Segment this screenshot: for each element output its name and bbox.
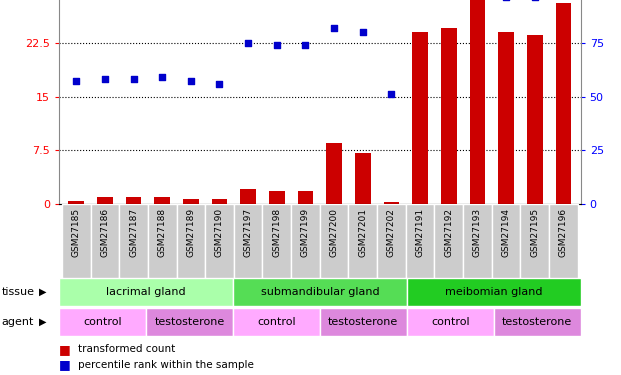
Text: GSM27194: GSM27194: [502, 208, 510, 257]
Bar: [549, 204, 578, 278]
Bar: [320, 204, 348, 278]
Text: GSM27202: GSM27202: [387, 208, 396, 257]
Bar: [435, 204, 463, 278]
Text: GSM27193: GSM27193: [473, 208, 482, 257]
Bar: [494, 308, 581, 336]
Bar: [492, 204, 520, 278]
Bar: [119, 204, 148, 278]
Point: [129, 76, 138, 82]
Text: testosterone: testosterone: [328, 316, 399, 327]
Text: ■: ■: [59, 358, 71, 371]
Bar: [297, 191, 314, 204]
Text: ▶: ▶: [39, 316, 46, 327]
Bar: [556, 3, 571, 204]
Bar: [326, 143, 342, 204]
Bar: [233, 308, 320, 336]
Point: [100, 76, 110, 82]
Bar: [59, 278, 233, 306]
Text: GSM27188: GSM27188: [158, 208, 166, 257]
Text: agent: agent: [2, 316, 34, 327]
Text: GSM27197: GSM27197: [243, 208, 253, 257]
Text: GSM27189: GSM27189: [186, 208, 196, 257]
Point: [329, 25, 339, 31]
Point: [214, 81, 224, 87]
Bar: [527, 36, 543, 204]
Text: GSM27196: GSM27196: [559, 208, 568, 257]
Bar: [234, 204, 263, 278]
Point: [301, 42, 310, 48]
Point: [243, 40, 253, 46]
Bar: [407, 308, 494, 336]
Bar: [176, 204, 205, 278]
Bar: [154, 197, 170, 204]
Text: ■: ■: [59, 343, 71, 356]
Bar: [59, 308, 146, 336]
Text: meibomian gland: meibomian gland: [445, 286, 543, 297]
Bar: [441, 28, 456, 204]
Text: ▶: ▶: [39, 286, 46, 297]
Bar: [406, 204, 435, 278]
Text: GSM27198: GSM27198: [273, 208, 281, 257]
Bar: [233, 278, 407, 306]
Bar: [212, 199, 227, 204]
Bar: [291, 204, 320, 278]
Point: [386, 92, 396, 98]
Text: GSM27201: GSM27201: [358, 208, 367, 257]
Text: GSM27192: GSM27192: [444, 208, 453, 257]
Point: [186, 78, 196, 84]
Bar: [68, 201, 84, 204]
Bar: [412, 32, 428, 204]
Text: transformed count: transformed count: [78, 344, 175, 354]
Bar: [125, 197, 142, 204]
Bar: [469, 0, 486, 204]
Text: GSM27190: GSM27190: [215, 208, 224, 257]
Text: GSM27199: GSM27199: [301, 208, 310, 257]
Text: GSM27195: GSM27195: [530, 208, 539, 257]
Bar: [263, 204, 291, 278]
Text: GSM27187: GSM27187: [129, 208, 138, 257]
Text: GSM27191: GSM27191: [415, 208, 425, 257]
Bar: [62, 204, 91, 278]
Text: percentile rank within the sample: percentile rank within the sample: [78, 360, 253, 369]
Bar: [407, 278, 581, 306]
Bar: [348, 204, 377, 278]
Bar: [183, 199, 199, 204]
Bar: [463, 204, 492, 278]
Bar: [384, 201, 399, 204]
Text: GSM27200: GSM27200: [330, 208, 338, 257]
Text: tissue: tissue: [2, 286, 35, 297]
Text: control: control: [257, 316, 296, 327]
Text: submandibular gland: submandibular gland: [260, 286, 379, 297]
Text: control: control: [431, 316, 469, 327]
Bar: [205, 204, 234, 278]
Text: testosterone: testosterone: [502, 316, 573, 327]
Point: [71, 78, 81, 84]
Bar: [240, 189, 256, 204]
Bar: [320, 308, 407, 336]
Point: [358, 29, 368, 35]
Bar: [91, 204, 119, 278]
Bar: [377, 204, 406, 278]
Bar: [146, 308, 233, 336]
Point: [157, 74, 167, 80]
Bar: [97, 197, 113, 204]
Bar: [355, 153, 371, 204]
Text: lacrimal gland: lacrimal gland: [106, 286, 186, 297]
Text: control: control: [83, 316, 122, 327]
Bar: [520, 204, 549, 278]
Bar: [148, 204, 176, 278]
Text: GSM27185: GSM27185: [71, 208, 81, 257]
Text: GSM27186: GSM27186: [101, 208, 109, 257]
Point: [272, 42, 282, 48]
Bar: [498, 32, 514, 204]
Text: testosterone: testosterone: [154, 316, 225, 327]
Bar: [269, 192, 284, 204]
